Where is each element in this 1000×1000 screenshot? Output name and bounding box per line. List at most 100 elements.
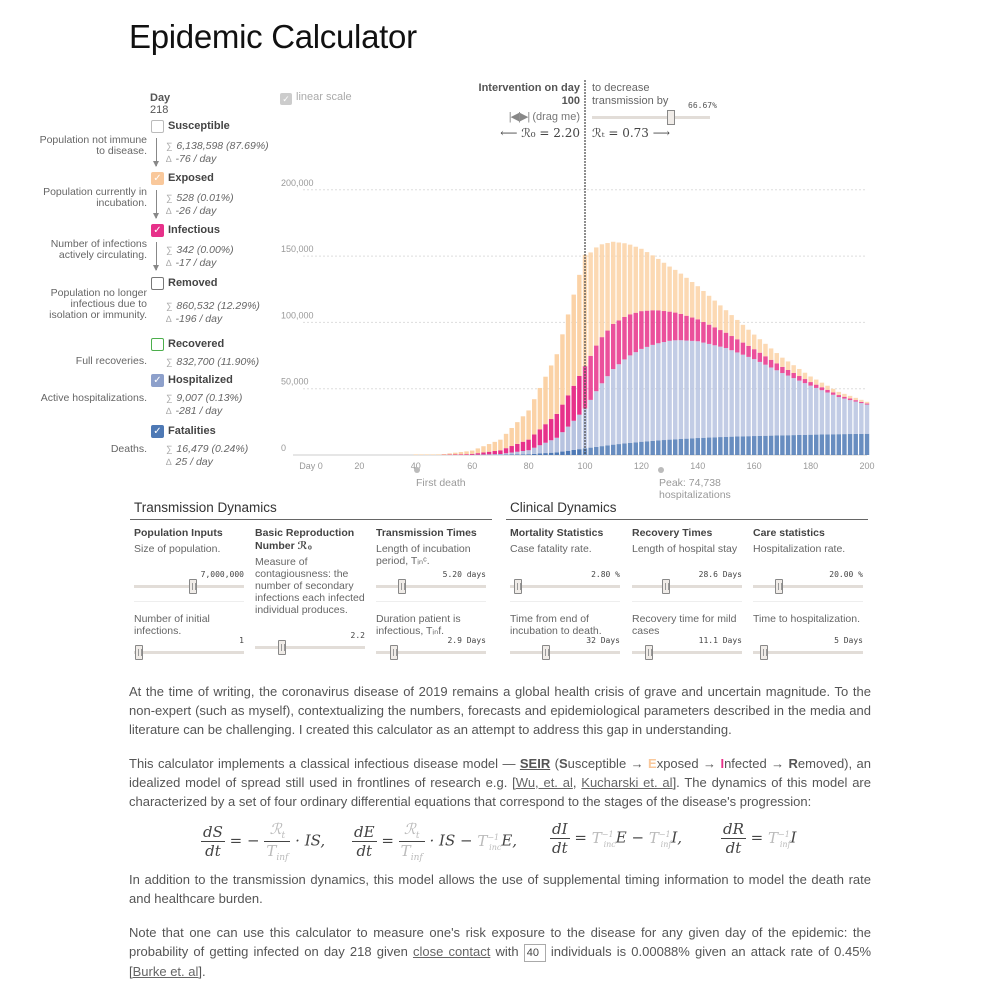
- delta-icon: ∆: [166, 206, 172, 216]
- drag-handle[interactable]: |◀|▶| (drag me): [508, 111, 580, 123]
- initial-infections-slider-thumb[interactable]: [135, 645, 143, 660]
- infectious-duration: Duration patient is infectious, Tᵢₙf.: [376, 610, 491, 637]
- compartment-desc: Active hospitalizations.: [40, 392, 147, 404]
- r0-slider[interactable]: [255, 646, 365, 649]
- chart-bar-segment: [814, 384, 819, 388]
- wu-citation-link[interactable]: Wu, et. al: [515, 775, 573, 790]
- seir-link[interactable]: SEIR: [519, 756, 551, 771]
- incubation-slider[interactable]: [376, 585, 486, 588]
- chart-bar-segment: [768, 348, 774, 360]
- param-heading: Basic Reproduction Number ℛ₀: [255, 527, 355, 552]
- chart-bar-segment: [656, 310, 661, 344]
- population-slider-thumb[interactable]: [189, 579, 197, 594]
- chart-bar-segment: [842, 396, 847, 399]
- linear-scale-toggle[interactable]: ✓ linear scale: [280, 91, 352, 105]
- section-title: Transmission Dynamics: [130, 500, 492, 520]
- chart-bar-segment: [819, 387, 825, 391]
- chart-bar-segment: [864, 403, 870, 405]
- time-to-hospitalization-value: 5 Days: [834, 636, 863, 645]
- chart-bar-segment: [842, 393, 847, 397]
- chart-bar-segment: [622, 243, 627, 317]
- decrease-slider-thumb[interactable]: [667, 110, 675, 125]
- x-tick-label: Day 0: [299, 461, 323, 471]
- chart-bar-segment: [695, 341, 701, 439]
- chart-bar-segment: [768, 435, 774, 455]
- time-to-death-slider-thumb[interactable]: [542, 645, 550, 660]
- x-tick-label: 120: [634, 461, 649, 471]
- chart-bar-segment: [577, 414, 582, 450]
- infectious-duration-slider-thumb[interactable]: [390, 645, 398, 660]
- chart-bar-segment: [797, 434, 802, 455]
- chart-bar-segment: [774, 363, 779, 371]
- param-desc: Hospitalization rate.: [753, 543, 846, 555]
- chart-bar-segment: [661, 342, 667, 441]
- hospitalization-rate-value: 20.00 %: [829, 570, 863, 579]
- compartment-total: ∑ 832,700 (11.90%): [166, 356, 260, 368]
- infectious-checkbox[interactable]: ✓: [151, 224, 164, 237]
- chart-bar-segment: [712, 345, 717, 438]
- chart-bar-segment: [515, 451, 520, 455]
- chart-bar-segment: [633, 312, 638, 353]
- param-desc: Duration patient is infectious, Tᵢₙf.: [376, 613, 461, 637]
- chart-bar-segment: [515, 454, 520, 455]
- fatality-rate-slider-thumb[interactable]: [514, 579, 522, 594]
- hospital-stay-slider-thumb[interactable]: [662, 579, 670, 594]
- chart-bar-segment: [627, 442, 633, 455]
- fatality-rate-value: 2.80 %: [591, 570, 620, 579]
- kucharski-citation-link[interactable]: Kucharski et. al: [581, 775, 673, 790]
- chart-bar-segment: [498, 439, 503, 451]
- first-death-marker[interactable]: [414, 467, 420, 473]
- chart-bar-segment: [729, 315, 734, 337]
- chart-bar-segment: [673, 312, 678, 341]
- delta-icon: ∆: [166, 406, 172, 416]
- hospitalization-rate-slider[interactable]: [753, 585, 863, 588]
- time-to-hospitalization-slider-thumb[interactable]: [760, 645, 768, 660]
- chart-bar-segment: [785, 435, 791, 455]
- chart-bar-segment: [616, 364, 622, 445]
- infectious-duration-value: 2.9 Days: [447, 636, 486, 645]
- chart-bar-segment: [706, 437, 712, 455]
- chart-bar-segment: [825, 434, 830, 455]
- chart-bar-segment: [751, 359, 757, 437]
- chart-bar-segment: [780, 366, 785, 374]
- chart-bar-segment: [509, 454, 514, 455]
- peak-hospital-marker[interactable]: [658, 467, 664, 473]
- fatalities-checkbox[interactable]: ✓: [151, 425, 164, 438]
- mild-recovery-slider-thumb[interactable]: [645, 645, 653, 660]
- fatality-rate-slider[interactable]: [510, 585, 620, 588]
- hospitalized-checkbox[interactable]: ✓: [151, 374, 164, 387]
- compartment-name: Removed: [168, 277, 218, 289]
- initial-infections-slider[interactable]: [134, 651, 244, 654]
- mild-recovery-slider[interactable]: [632, 651, 742, 654]
- chart-bar-segment: [678, 340, 684, 439]
- susceptible-checkbox[interactable]: [151, 120, 164, 133]
- time-to-death-slider[interactable]: [510, 651, 620, 654]
- infectious-duration-slider[interactable]: [376, 651, 486, 654]
- removed-checkbox[interactable]: [151, 277, 164, 290]
- chart-bar-segment: [537, 453, 543, 455]
- hospitalization-rate-slider-thumb[interactable]: [775, 579, 783, 594]
- close-contact-link[interactable]: close contact: [412, 944, 491, 959]
- hospital-stay-slider[interactable]: [632, 585, 742, 588]
- recovery-times: Recovery Times Length of hospital stay: [632, 527, 747, 555]
- param-desc: Measure of contagiousness: the number of…: [255, 556, 365, 616]
- exposed-checkbox[interactable]: ✓: [151, 172, 164, 185]
- chart-bar-segment: [565, 426, 571, 451]
- chart-bar-segment: [797, 368, 802, 377]
- chart-bar-segment: [802, 434, 808, 455]
- time-to-hospitalization-slider[interactable]: [753, 651, 863, 654]
- chart-bar-segment: [695, 286, 701, 320]
- mild-recovery: Recovery time for mild cases: [632, 610, 747, 637]
- divider: [753, 601, 863, 602]
- recovered-checkbox[interactable]: [151, 338, 164, 351]
- chart-bar-segment: [746, 345, 751, 357]
- chart-bar-segment: [520, 441, 526, 451]
- burke-citation-link[interactable]: Burke et. al: [132, 964, 199, 979]
- sum-icon: ∑: [166, 193, 173, 203]
- chart-bar-segment: [469, 450, 475, 454]
- flow-arrow: [153, 190, 159, 219]
- contacts-input[interactable]: 40: [523, 944, 546, 962]
- incubation-slider-thumb[interactable]: [398, 579, 406, 594]
- r0-slider-thumb[interactable]: [278, 640, 286, 655]
- decrease-slider-track[interactable]: [592, 116, 710, 119]
